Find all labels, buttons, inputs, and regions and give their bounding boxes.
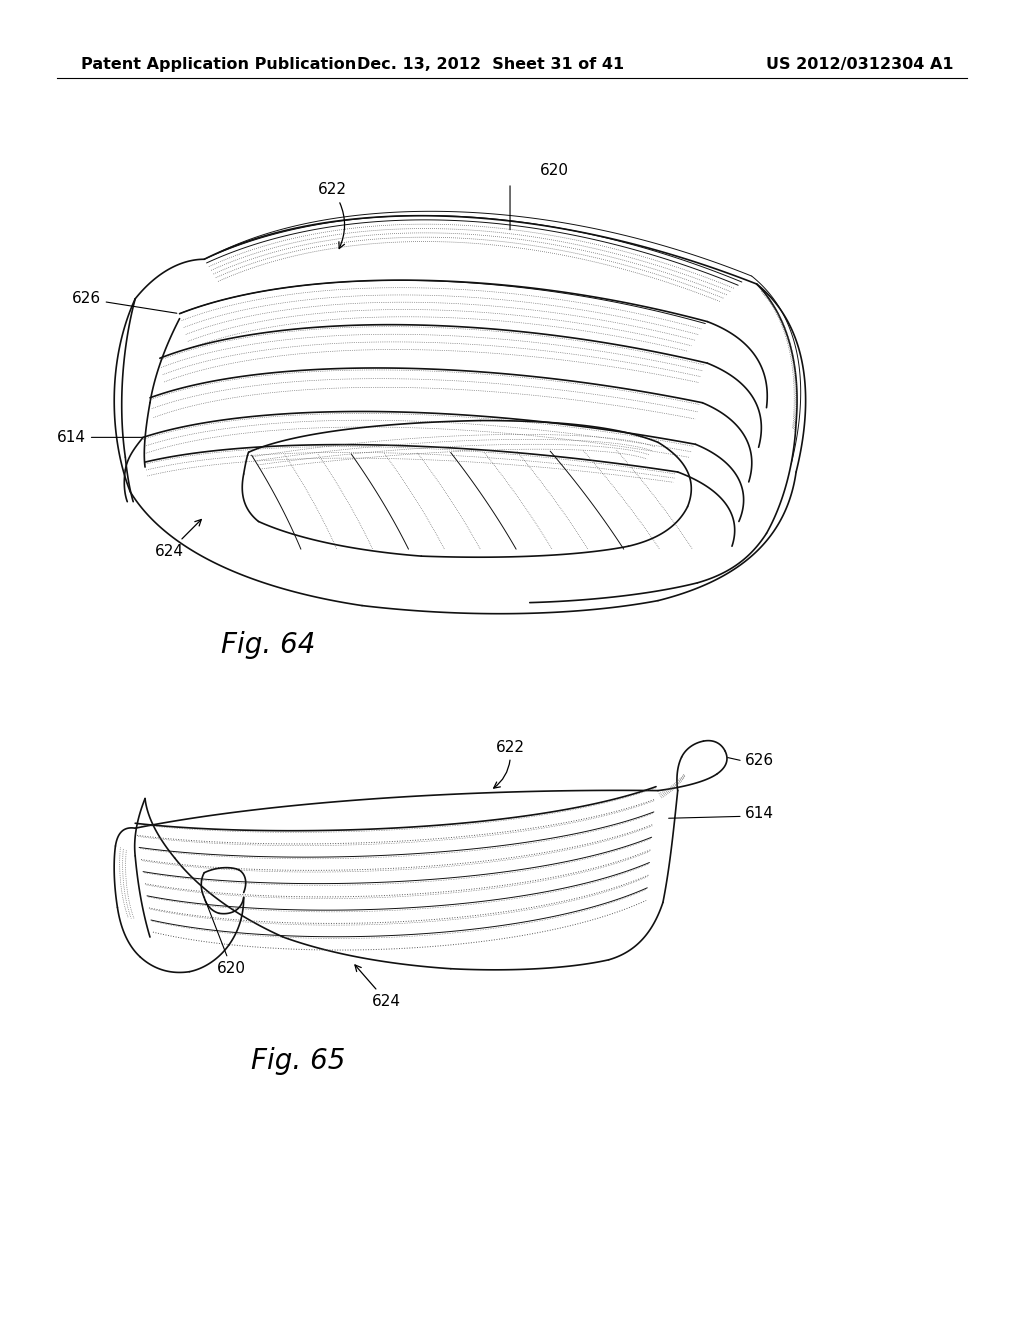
Text: Patent Application Publication: Patent Application Publication — [81, 57, 356, 71]
Text: 620: 620 — [205, 900, 247, 977]
Text: Fig. 64: Fig. 64 — [221, 631, 315, 659]
Text: 622: 622 — [318, 182, 347, 248]
Text: 624: 624 — [156, 520, 202, 558]
Text: Fig. 65: Fig. 65 — [251, 1047, 345, 1074]
Text: Dec. 13, 2012  Sheet 31 of 41: Dec. 13, 2012 Sheet 31 of 41 — [356, 57, 624, 71]
Text: 614: 614 — [57, 430, 142, 445]
Text: US 2012/0312304 A1: US 2012/0312304 A1 — [766, 57, 954, 71]
Text: 622: 622 — [494, 739, 524, 788]
Text: 624: 624 — [355, 965, 401, 1008]
Text: 626: 626 — [72, 292, 177, 313]
Text: 620: 620 — [540, 162, 568, 178]
Text: 614: 614 — [744, 807, 774, 821]
Text: 626: 626 — [744, 754, 774, 768]
